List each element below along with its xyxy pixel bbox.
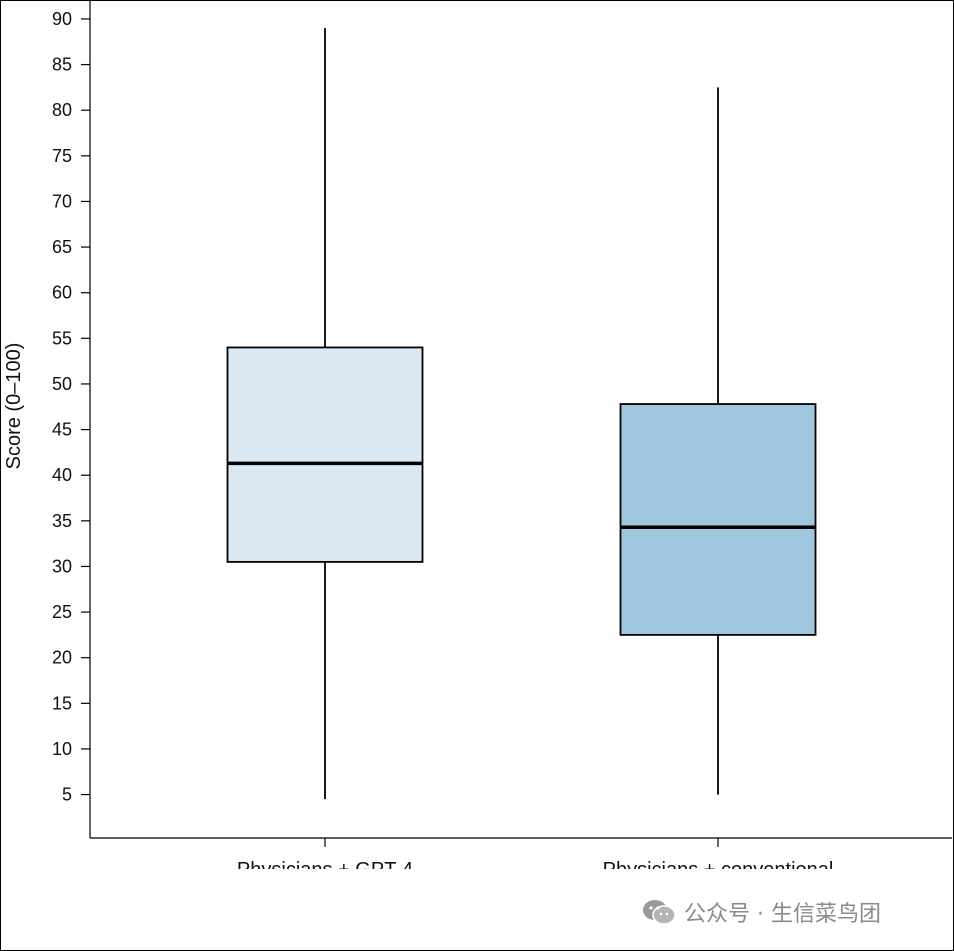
watermark: 公众号 · 生信菜鸟团 — [642, 897, 881, 927]
x-category-label: Physicians + GPT-4 — [237, 859, 413, 881]
watermark-text: 公众号 · 生信菜鸟团 — [684, 902, 881, 927]
x-category-label: Physicians + conventional — [603, 859, 834, 881]
y-tick-label: 10 — [52, 739, 72, 759]
y-tick-label: 20 — [52, 648, 72, 668]
y-tick-label: 30 — [52, 556, 72, 576]
y-tick-label: 25 — [52, 602, 72, 622]
y-tick-label: 65 — [52, 237, 72, 257]
y-tick-label: 5 — [62, 785, 72, 805]
y-axis-label: Score (0–100) — [3, 343, 25, 470]
box-iqr — [226, 346, 424, 563]
y-tick-label: 15 — [52, 693, 72, 713]
y-tick-label: 60 — [52, 283, 72, 303]
y-tick-label: 45 — [52, 420, 72, 440]
y-tick-label: 55 — [52, 328, 72, 348]
wechat-icon — [643, 900, 676, 925]
y-tick-label: 35 — [52, 511, 72, 531]
y-tick-label: 75 — [52, 146, 72, 166]
box-iqr — [619, 403, 817, 636]
y-tick-label: 50 — [52, 374, 72, 394]
y-tick-label: 70 — [52, 191, 72, 211]
y-tick-label: 80 — [52, 100, 72, 120]
y-tick-label: 90 — [52, 9, 72, 29]
y-tick-label: 40 — [52, 465, 72, 485]
y-tick-label: 85 — [52, 55, 72, 75]
